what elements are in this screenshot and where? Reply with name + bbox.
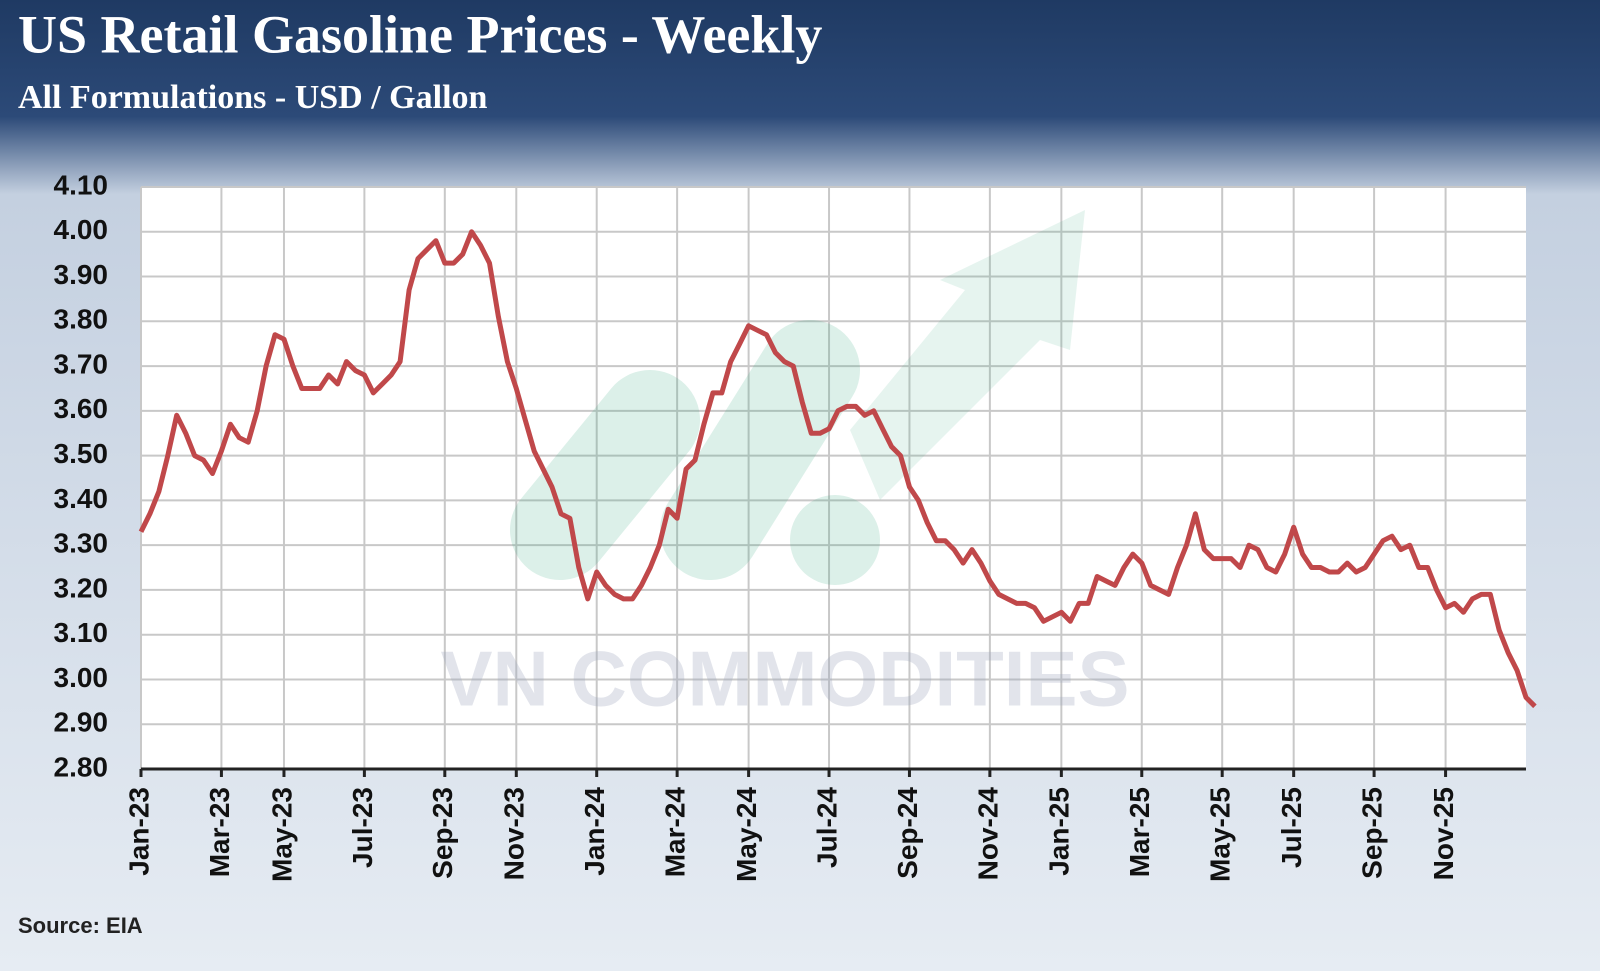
plot-area: [141, 187, 1526, 769]
chart-subtitle: All Formulations - USD / Gallon: [18, 79, 488, 116]
x-tick-label: May-25: [1205, 787, 1236, 882]
y-tick-label: 3.20: [54, 572, 109, 603]
y-tick-label: 3.70: [54, 348, 109, 379]
y-tick-label: 4.10: [54, 169, 109, 200]
x-tick-label: Jan-24: [579, 787, 610, 876]
watermark-logo: [510, 210, 1085, 585]
y-tick-label: 3.30: [54, 528, 109, 559]
x-tick-label: Mar-25: [1124, 787, 1155, 877]
x-tick-label: Nov-23: [499, 787, 530, 880]
y-tick-label: 3.10: [54, 617, 109, 648]
x-tick-label: Mar-23: [204, 787, 235, 877]
x-tick-label: Sep-23: [427, 787, 458, 879]
x-tick-label: Jul-23: [347, 787, 378, 868]
x-tick-label: Sep-24: [892, 787, 923, 879]
price-line: [138, 229, 1537, 709]
x-tick-label: May-24: [731, 787, 762, 882]
x-tick-label: Jan-25: [1044, 787, 1075, 876]
x-tick-label: Nov-24: [972, 787, 1003, 881]
watermark: VN COMMODITIES: [440, 635, 1129, 723]
y-tick-label: 3.50: [54, 438, 109, 469]
y-tick-label: 3.90: [54, 259, 109, 290]
y-tick-label: 4.00: [54, 214, 109, 245]
y-tick-label: 3.40: [54, 483, 109, 514]
y-tick-label: 2.80: [54, 751, 109, 782]
grid: [140, 186, 1526, 770]
y-tick-label: 2.90: [54, 707, 109, 738]
x-tick-label: Jul-24: [811, 787, 842, 868]
labels: 2.80 2.90 3.00 3.10 3.20 3.30 3.40 3.50 3.60 3.70…: [54, 169, 1459, 882]
x-tick-label: Nov-25: [1428, 787, 1459, 880]
marks: [138, 229, 1537, 709]
x-tick-label: Jul-25: [1276, 787, 1307, 868]
chart-title: US Retail Gasoline Prices - Weekly: [18, 4, 822, 64]
x-tick-label: May-23: [266, 787, 297, 882]
source: Source: EIA: [18, 913, 143, 938]
x-tick-label: Mar-24: [660, 787, 691, 878]
y-tick-label: 3.80: [54, 304, 109, 335]
y-tick-label: 3.60: [54, 393, 109, 424]
x-tick-label: Sep-25: [1356, 787, 1387, 879]
y-tick-label: 3.00: [54, 662, 109, 693]
x-tick-label: Jan-23: [123, 787, 154, 876]
